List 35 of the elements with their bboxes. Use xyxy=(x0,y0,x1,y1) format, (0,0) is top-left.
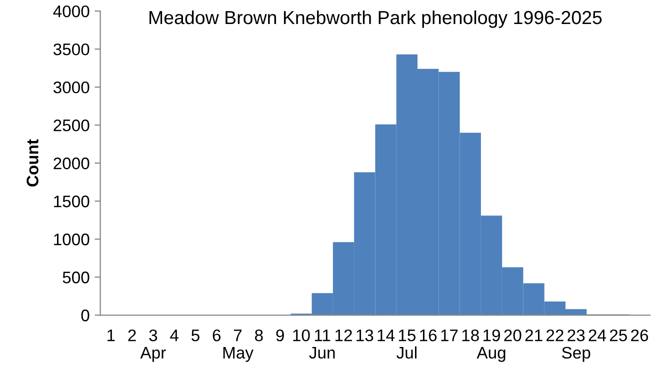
y-tick-label: 4000 xyxy=(53,5,90,18)
x-tick-label: 2 xyxy=(128,329,136,342)
y-tick-label: 3500 xyxy=(53,43,90,56)
y-tick-label: 2500 xyxy=(54,120,90,132)
x-tick-label: 20 xyxy=(504,329,522,342)
y-tick-label: 3000 xyxy=(53,81,90,94)
x-tick-label: 22 xyxy=(546,329,564,342)
x-tick-label: 24 xyxy=(588,329,606,342)
y-tick-label: 500 xyxy=(62,272,90,284)
x-tick-label: 1 xyxy=(108,330,115,342)
x-tick-label: 11 Jun xyxy=(309,330,335,359)
x-tick-label: 5 xyxy=(192,330,200,342)
x-tick-label: 18 xyxy=(462,329,479,342)
x-tick-label: 12 xyxy=(335,329,352,342)
x-tick-label: 14 xyxy=(378,330,395,342)
x-tick-label: 16 xyxy=(420,329,437,342)
x-tick-label: 10 xyxy=(293,329,310,342)
chart-title: Meadow Brown Knebworth Park phenology 1996-2025 xyxy=(150,10,602,28)
y-axis-title: Count xyxy=(26,139,38,186)
x-tick-label: 8 xyxy=(255,329,263,342)
y-tick-label: 0 xyxy=(81,310,90,322)
x-tick-label: 9 xyxy=(276,329,284,342)
y-tick-label: 1000 xyxy=(54,234,90,246)
x-tick-label: 15 Jul xyxy=(396,330,416,359)
x-tick-label: 25 xyxy=(610,329,627,342)
x-tick-label: 17 xyxy=(441,330,458,342)
x-tick-label: 13 xyxy=(356,329,374,342)
x-tick-label: 3 Apr xyxy=(140,329,166,362)
x-tick-label: 21 xyxy=(525,329,542,342)
x-tick-label: 26 xyxy=(631,329,648,342)
x-tick-label: 4 xyxy=(170,330,178,342)
y-tick-label: 1500 xyxy=(54,196,90,208)
x-tick-label: 6 xyxy=(212,329,221,342)
y-tick-label: 2000 xyxy=(54,158,90,170)
x-tick-label: 7 May xyxy=(223,330,254,362)
